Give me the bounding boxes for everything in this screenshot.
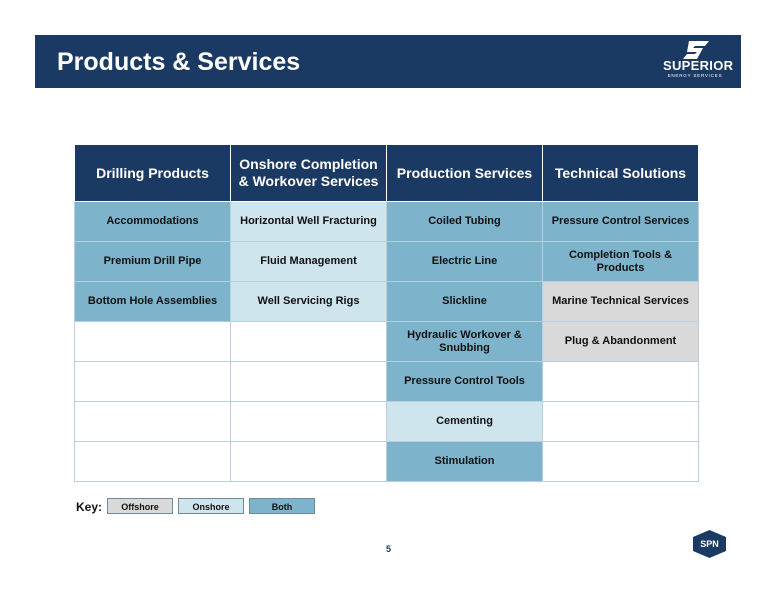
spn-badge-label: SPN: [700, 539, 719, 549]
table-cell: Fluid Management: [230, 241, 387, 282]
table-header-row: Drilling Products Onshore Completion & W…: [74, 144, 699, 202]
logo-wordmark: SUPERIOR: [663, 58, 734, 73]
table-cell: Horizontal Well Fracturing: [230, 201, 387, 242]
table-cell: Premium Drill Pipe: [74, 241, 231, 282]
page-number: 5: [386, 544, 392, 554]
empty-cell: [542, 361, 699, 402]
table-cell: Pressure Control Tools: [386, 361, 543, 402]
title-bar: Products & Services SUPERIOR ENERGY SERV…: [35, 35, 741, 88]
table-row: Pressure Control Tools: [74, 361, 699, 402]
table-cell: Plug & Abandonment: [542, 321, 699, 362]
superior-s-mark-icon: [683, 41, 709, 59]
logo-subtext: ENERGY SERVICES: [667, 73, 723, 78]
empty-cell: [230, 441, 387, 482]
table-cell: Coiled Tubing: [386, 201, 543, 242]
empty-cell: [74, 441, 231, 482]
column-header-technical-solutions: Technical Solutions: [542, 144, 699, 202]
table-cell: Accommodations: [74, 201, 231, 242]
key-offshore: Offshore: [107, 498, 173, 514]
table-cell: Slickline: [386, 281, 543, 322]
table-cell: Cementing: [386, 401, 543, 442]
column-header-production-services: Production Services: [386, 144, 543, 202]
services-table: Drilling Products Onshore Completion & W…: [74, 144, 699, 482]
table-cell: Completion Tools & Products: [542, 241, 699, 282]
table-row: Stimulation: [74, 441, 699, 482]
empty-cell: [542, 441, 699, 482]
superior-logo: SUPERIOR ENERGY SERVICES: [663, 41, 734, 83]
empty-cell: [230, 401, 387, 442]
table-row: Bottom Hole Assemblies Well Servicing Rig…: [74, 281, 699, 322]
empty-cell: [74, 361, 231, 402]
table-cell: Well Servicing Rigs: [230, 281, 387, 322]
table-cell: Pressure Control Services: [542, 201, 699, 242]
table-cell: Hydraulic Workover & Snubbing: [386, 321, 543, 362]
empty-cell: [74, 321, 231, 362]
table-cell: Electric Line: [386, 241, 543, 282]
column-header-onshore-completion: Onshore Completion & Workover Services: [230, 144, 387, 202]
table-cell: Marine Technical Services: [542, 281, 699, 322]
key-both: Both: [249, 498, 315, 514]
page-title: Products & Services: [57, 48, 301, 76]
table-row: Accommodations Horizontal Well Fracturing…: [74, 201, 699, 242]
empty-cell: [230, 321, 387, 362]
empty-cell: [542, 401, 699, 442]
key-onshore: Onshore: [178, 498, 244, 514]
table-cell: Stimulation: [386, 441, 543, 482]
table-row: Hydraulic Workover & Snubbing Plug & Aban…: [74, 321, 699, 362]
table-cell: Bottom Hole Assemblies: [74, 281, 231, 322]
table-row: Cementing: [74, 401, 699, 442]
spn-badge: SPN: [693, 530, 726, 558]
key-label: Key:: [76, 500, 103, 514]
hexagon-icon: [693, 530, 726, 558]
table-row: Premium Drill Pipe Fluid Management Electr…: [74, 241, 699, 282]
empty-cell: [74, 401, 231, 442]
empty-cell: [230, 361, 387, 402]
table-body: Accommodations Horizontal Well Fracturing…: [74, 201, 699, 482]
column-header-drilling-products: Drilling Products: [74, 144, 231, 202]
